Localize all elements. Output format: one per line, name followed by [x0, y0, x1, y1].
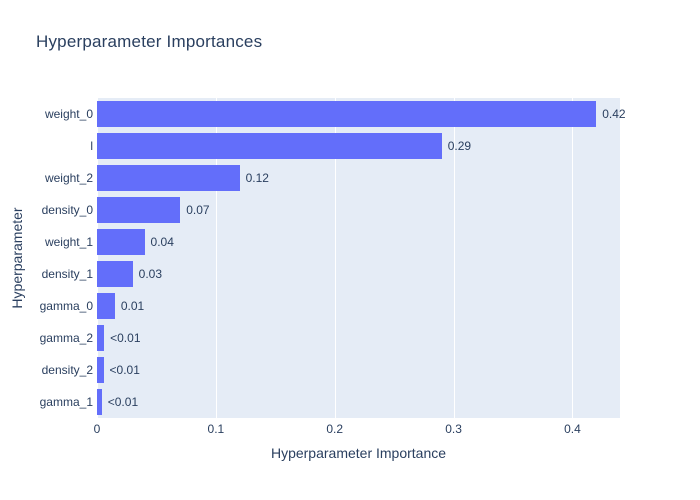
bar-row: 0.12 [97, 162, 620, 194]
bar-value-label: 0.12 [245, 171, 269, 185]
bar-value-label: 0.29 [447, 139, 472, 153]
bar-row: 0.01 [97, 290, 620, 322]
x-tick-label: 0.4 [564, 422, 581, 436]
importance-bar-weight_1[interactable] [97, 229, 145, 255]
importance-bar-gamma_2[interactable] [97, 325, 105, 351]
importance-bar-gamma_0[interactable] [97, 293, 115, 319]
bar-value-label: 0.03 [138, 267, 163, 281]
gridline [453, 98, 455, 418]
bar-value-label: 0.42 [602, 107, 626, 121]
plot-area[interactable]: 0.42 0.29 0.12 0.07 0.04 0.03 0.01 <0.01 <0.01 <0… [96, 98, 626, 418]
x-tick-label: 0.3 [445, 422, 462, 436]
bar-row: 0.03 [97, 258, 620, 290]
y-tick-label-density_2: density_2 [41, 363, 93, 377]
gridline [572, 98, 574, 418]
x-tick-label: 0 [93, 422, 101, 436]
y-tick-label-weight_1: weight_1 [44, 235, 93, 249]
y-tick-label-gamma_1: gamma_1 [39, 395, 93, 409]
bar-row: <0.01 [97, 354, 620, 386]
x-tick-labels: 0 0.1 0.2 0.3 0.4 [93, 422, 620, 438]
importance-bar-weight_2[interactable] [97, 165, 240, 191]
bar-row: <0.01 [97, 386, 620, 418]
bar-value-label: <0.01 [110, 331, 141, 345]
bar-row: 0.04 [97, 226, 620, 258]
importance-bar-gamma_1[interactable] [97, 389, 102, 415]
importance-bar-density_1[interactable] [97, 261, 133, 287]
gridline [334, 98, 336, 418]
y-tick-label-gamma_0: gamma_0 [39, 299, 93, 313]
x-tick-label: 0.2 [326, 422, 344, 436]
y-tick-label-gamma_2: gamma_2 [39, 331, 93, 345]
importance-bar-density_0[interactable] [97, 197, 181, 223]
bars-container: 0.42 0.29 0.12 0.07 0.04 0.03 0.01 <0.01 <0.01 <0… [97, 98, 626, 418]
importance-bar-weight_0[interactable] [97, 101, 597, 127]
bar-row: <0.01 [97, 322, 620, 354]
zero-line [96, 98, 98, 418]
bar-row: 0.07 [97, 194, 620, 226]
gridline [215, 98, 217, 418]
y-tick-label-weight_0: weight_0 [44, 107, 93, 121]
bar-value-label: 0.04 [150, 235, 174, 249]
x-tick-label: 0.1 [207, 422, 225, 436]
bar-value-label: <0.01 [107, 395, 139, 409]
y-tick-label-density_1: density_1 [41, 267, 93, 281]
bar-row: 0.42 [97, 98, 626, 130]
bar-value-label: 0.01 [120, 299, 145, 313]
bar-value-label: <0.01 [109, 363, 140, 377]
importance-bar-density_2[interactable] [97, 357, 104, 383]
y-tick-label-l: l [90, 139, 93, 153]
bar-value-label: 0.07 [186, 203, 210, 217]
bar-row: 0.29 [97, 130, 620, 162]
importance-bar-l[interactable] [97, 133, 442, 159]
y-tick-label-weight_2: weight_2 [44, 171, 93, 185]
y-tick-label-density_0: density_0 [41, 203, 93, 217]
x-axis-title: Hyperparameter Importance [270, 445, 447, 461]
chart-title: Hyperparameter Importances [36, 32, 263, 51]
